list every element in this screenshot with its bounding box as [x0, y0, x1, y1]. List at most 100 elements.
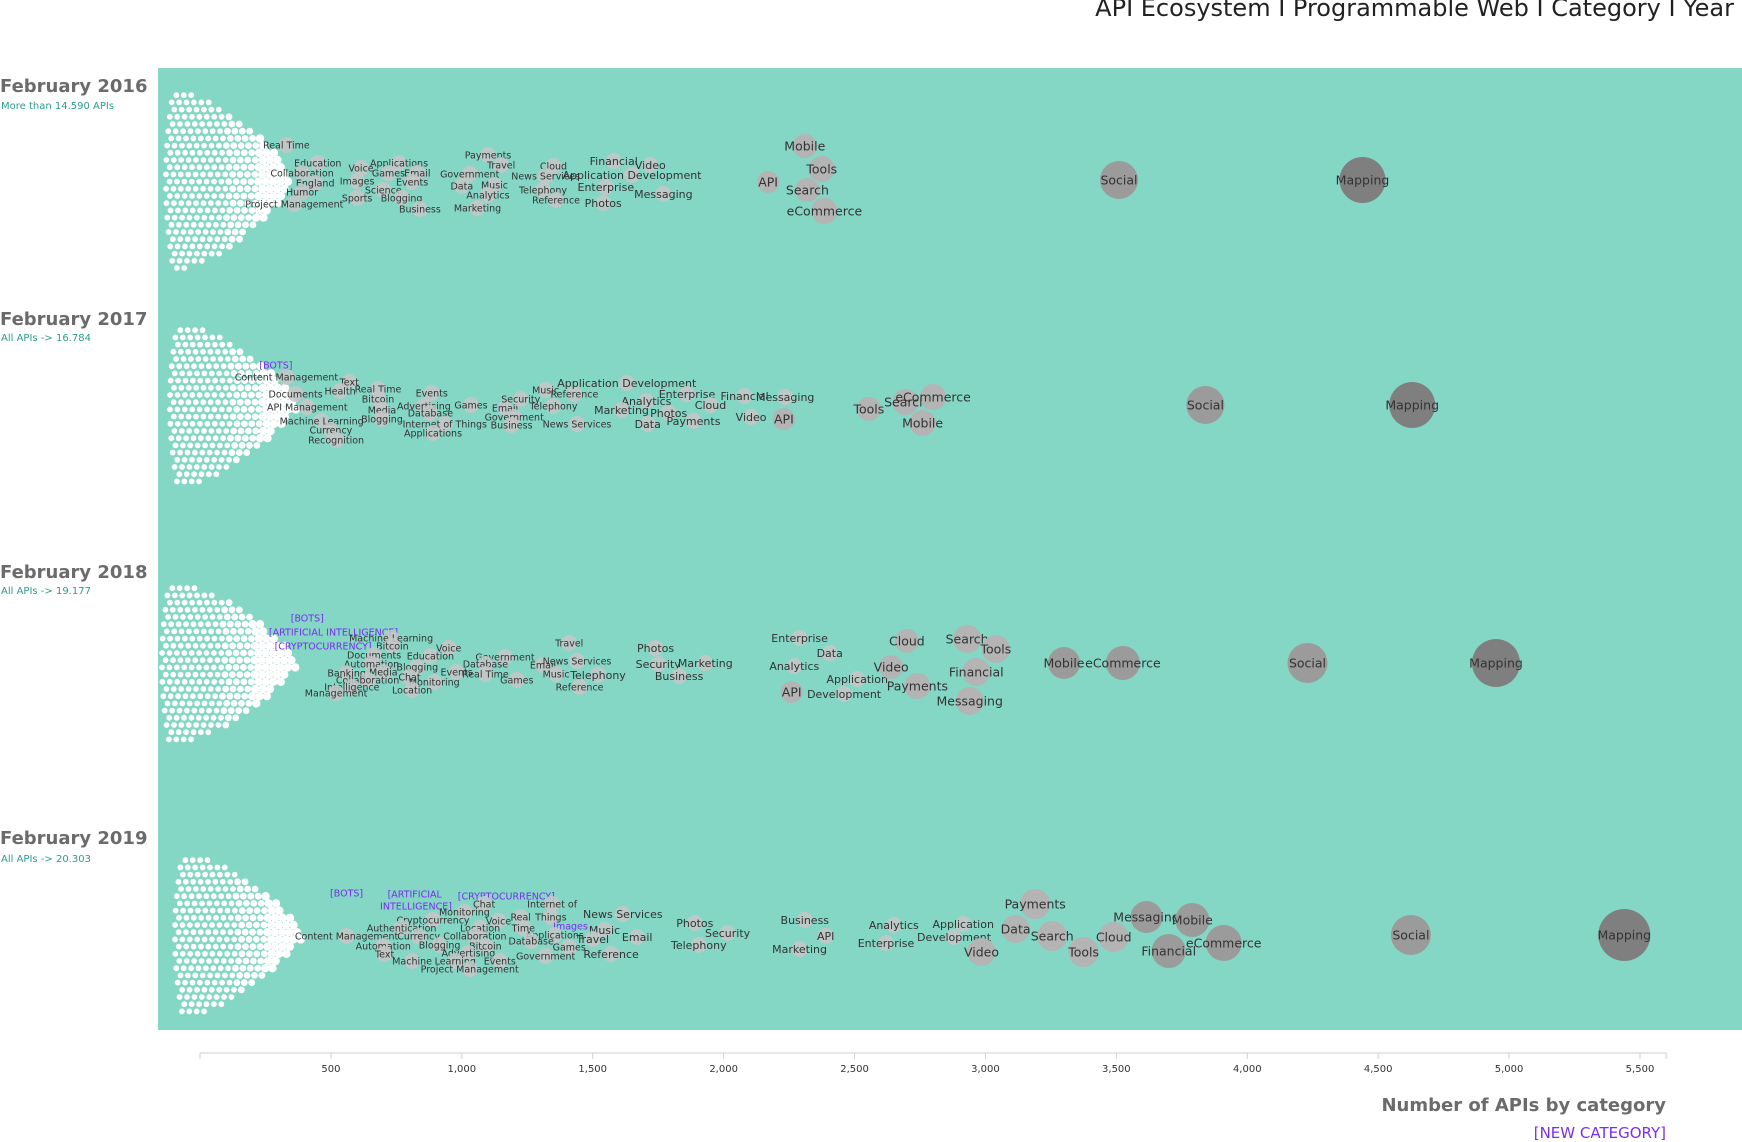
cluster-dot — [184, 707, 190, 714]
category-label: Email — [492, 403, 518, 414]
cluster-dot — [214, 171, 221, 178]
cluster-dot — [201, 142, 208, 149]
category-label: API — [782, 684, 802, 699]
category-bubble — [885, 917, 902, 933]
cluster-dot — [187, 922, 193, 928]
cluster-dot — [215, 157, 222, 163]
cluster-dot — [245, 936, 253, 943]
cluster-dot — [192, 171, 199, 178]
cluster-dot — [268, 964, 277, 973]
cluster-dot — [229, 156, 237, 164]
category-label: [ARTIFICIAL INTELLIGENCE] — [269, 627, 398, 638]
cluster-dot — [282, 949, 291, 958]
cluster-dot — [273, 398, 282, 407]
cluster-dot — [214, 236, 221, 243]
cluster-dot — [233, 192, 240, 200]
cluster-dot — [212, 377, 219, 384]
cluster-dot — [232, 714, 240, 722]
cluster-dot — [167, 693, 174, 700]
cluster-dot — [267, 949, 276, 958]
cluster-dot — [173, 965, 180, 972]
cluster-dot — [233, 979, 241, 986]
x-tick-label: 5,500 — [1626, 1064, 1655, 1075]
cluster-dot — [267, 935, 276, 944]
category-label: Search — [1031, 928, 1074, 943]
cluster-dot — [172, 922, 179, 928]
cluster-dot — [254, 892, 262, 900]
cluster-dot — [249, 434, 257, 442]
cluster-dot — [207, 171, 214, 178]
category-bubble — [294, 165, 311, 181]
category-label: Project Management — [421, 964, 519, 975]
cluster-dot — [247, 192, 255, 200]
cluster-dot — [262, 376, 272, 385]
category-label: eCommerce — [1085, 655, 1161, 670]
cluster-dot — [167, 635, 174, 642]
category-label: Video — [635, 159, 666, 172]
cluster-dot — [188, 965, 195, 972]
category-label: Mobile — [784, 138, 825, 153]
category-label: Music — [481, 180, 508, 191]
category-label: News Services — [583, 908, 663, 921]
cluster-dot — [169, 707, 176, 714]
cluster-dot — [272, 670, 281, 679]
cluster-dot — [270, 376, 279, 385]
cluster-dot — [204, 377, 211, 384]
cluster-dot — [160, 693, 167, 700]
cluster-dot — [228, 120, 236, 128]
cluster-dot — [283, 648, 293, 658]
cluster-dot — [230, 142, 238, 150]
category-bubble — [309, 155, 326, 171]
category-bubble — [878, 935, 894, 951]
cluster-dot — [201, 428, 207, 434]
category-label: Travel — [575, 933, 609, 946]
category-bubble — [685, 413, 702, 429]
cluster-dot — [248, 635, 255, 642]
cluster-dot — [235, 362, 242, 370]
cluster-dot — [181, 265, 188, 271]
category-bubble — [401, 669, 418, 685]
category-bubble — [719, 925, 736, 941]
cluster-dot — [166, 736, 172, 743]
cluster-dot — [191, 471, 198, 478]
cluster-dot — [227, 707, 235, 714]
cluster-dot — [193, 686, 199, 692]
cluster-dot — [196, 406, 203, 413]
cluster-dot — [201, 370, 208, 377]
cluster-dot — [230, 700, 238, 707]
cluster-dot — [271, 956, 280, 966]
cluster-dot — [190, 878, 197, 885]
category-label: Internet of Things — [403, 419, 487, 430]
category-bubble — [596, 922, 613, 938]
cluster-dot — [224, 907, 231, 914]
cluster-dot — [179, 370, 186, 377]
cluster-dot — [243, 671, 251, 678]
cluster-dot — [173, 664, 180, 671]
cluster-dot — [259, 213, 268, 222]
cluster-dot — [168, 435, 175, 442]
cluster-dot — [171, 592, 178, 599]
category-bubble — [909, 410, 936, 436]
cluster-dot — [203, 456, 210, 463]
category-bubble — [307, 175, 324, 191]
category-label: Enterprise — [771, 632, 828, 645]
cluster-dot — [174, 113, 181, 120]
cluster-dot — [203, 678, 210, 685]
small-category-cluster — [167, 327, 300, 485]
row-subtitle: More than 14.590 APIs — [1, 101, 115, 112]
category-bubble — [460, 945, 477, 961]
cluster-dot — [239, 228, 247, 236]
category-bubble — [981, 635, 1010, 663]
cluster-dot — [259, 369, 268, 378]
cluster-dot — [234, 914, 242, 922]
cluster-dot — [248, 979, 256, 986]
category-label: Voice — [486, 916, 511, 927]
category-bubble — [894, 629, 919, 653]
cluster-dot — [205, 435, 212, 442]
cluster-dot — [176, 958, 183, 964]
cluster-dot — [185, 642, 192, 649]
cluster-dot — [192, 972, 199, 979]
cluster-dot — [225, 356, 231, 362]
small-category-cluster — [159, 585, 300, 743]
cluster-dot — [211, 164, 218, 171]
